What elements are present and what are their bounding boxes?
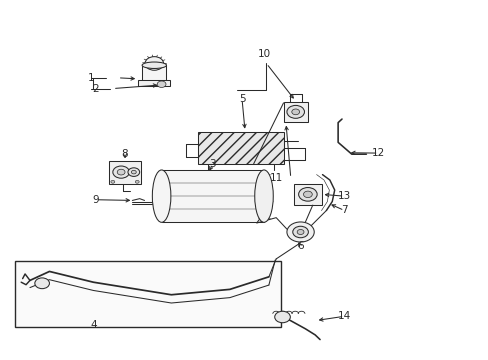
Text: 6: 6	[297, 241, 303, 251]
Text: 11: 11	[269, 173, 282, 183]
Bar	[198, 132, 283, 164]
Bar	[294, 184, 321, 205]
Text: 4: 4	[90, 320, 97, 330]
Circle shape	[35, 278, 49, 289]
Circle shape	[292, 226, 308, 238]
Bar	[161, 170, 264, 222]
Circle shape	[297, 229, 304, 234]
Circle shape	[303, 191, 312, 198]
Circle shape	[113, 166, 129, 178]
Bar	[109, 161, 141, 184]
Text: 7: 7	[341, 206, 347, 216]
Text: 14: 14	[337, 311, 350, 321]
Ellipse shape	[254, 170, 273, 222]
Bar	[283, 102, 307, 122]
Text: 10: 10	[257, 49, 270, 59]
Circle shape	[117, 169, 125, 175]
Text: 13: 13	[337, 191, 350, 201]
Text: 12: 12	[371, 148, 385, 158]
Circle shape	[286, 222, 314, 242]
Text: 8: 8	[122, 149, 128, 159]
Text: 3: 3	[209, 159, 216, 169]
Circle shape	[298, 188, 317, 201]
Bar	[138, 80, 170, 86]
Circle shape	[274, 311, 290, 323]
Text: 1: 1	[87, 73, 94, 83]
Circle shape	[157, 81, 165, 87]
Text: 9: 9	[92, 195, 99, 205]
Circle shape	[128, 168, 140, 176]
Circle shape	[135, 180, 139, 183]
Ellipse shape	[145, 57, 163, 70]
Bar	[142, 65, 166, 81]
Text: 5: 5	[238, 94, 245, 104]
Text: 2: 2	[92, 84, 99, 94]
Bar	[15, 261, 281, 327]
Circle shape	[131, 170, 136, 174]
Ellipse shape	[152, 170, 170, 222]
Circle shape	[111, 180, 115, 183]
Ellipse shape	[142, 62, 166, 68]
Circle shape	[286, 105, 304, 118]
Circle shape	[291, 109, 299, 115]
